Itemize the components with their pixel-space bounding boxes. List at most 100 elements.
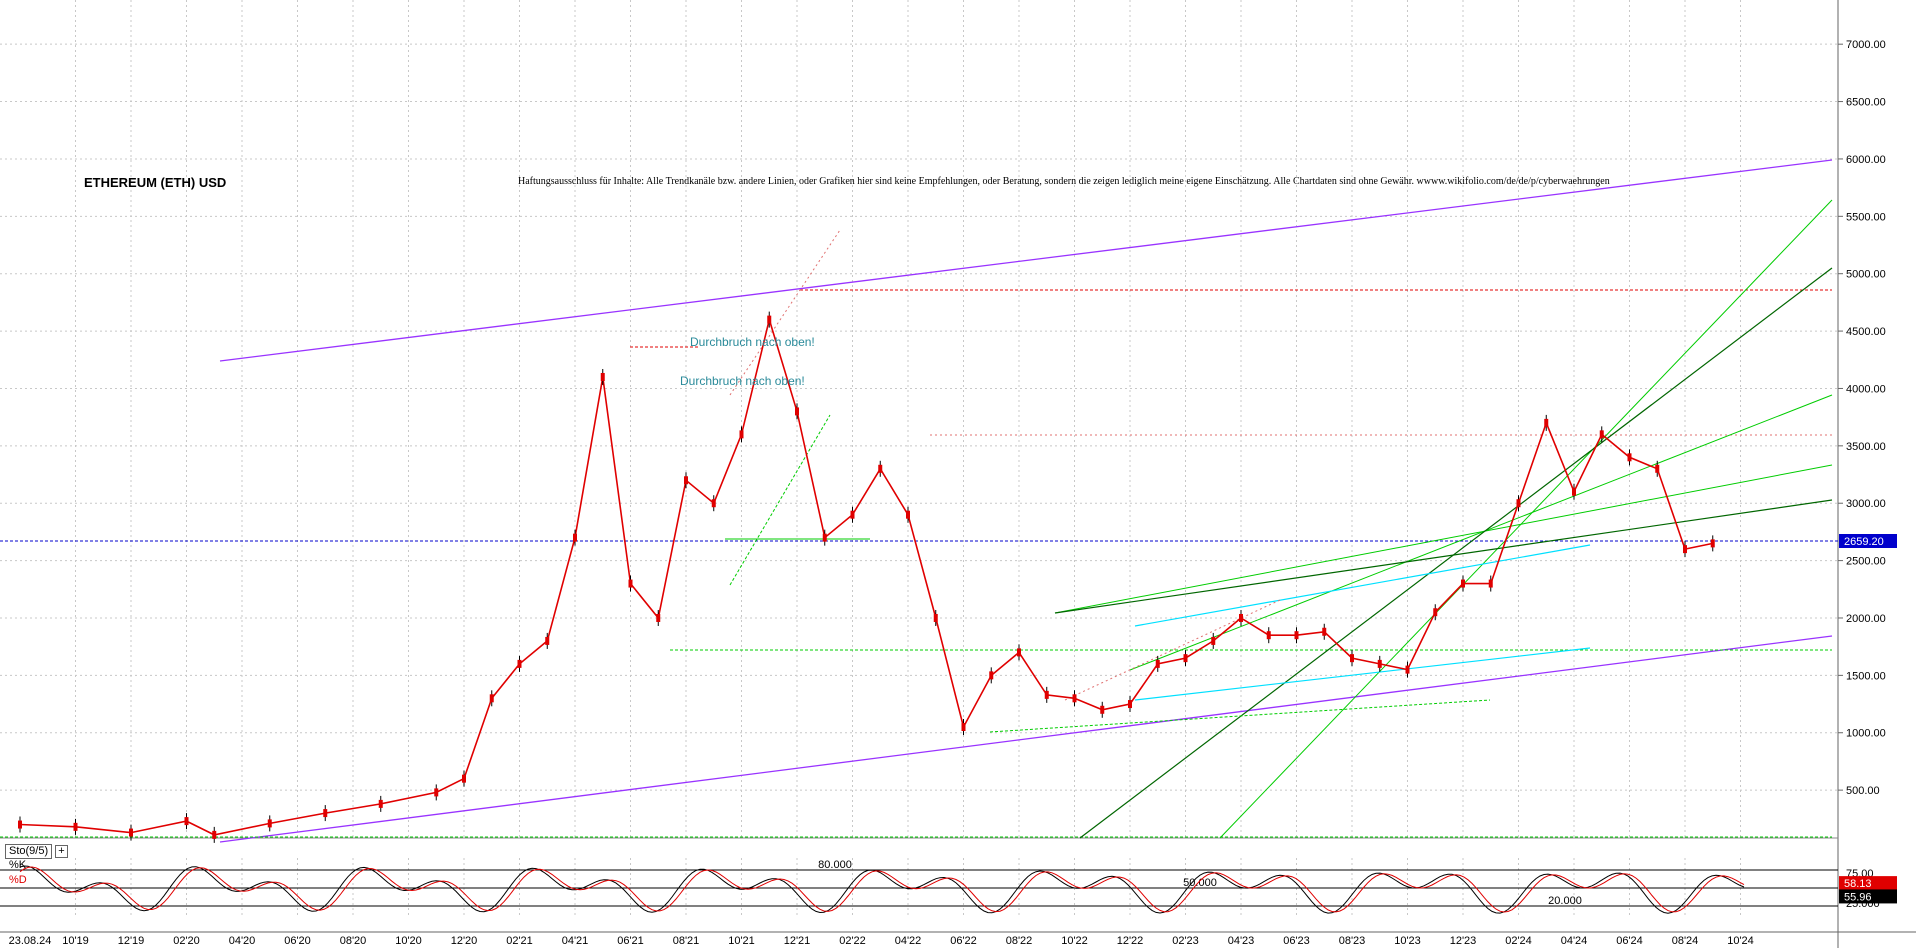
price-point — [1350, 654, 1354, 663]
current-price-tag-box — [1839, 534, 1897, 548]
stoch-d-value-box — [1839, 889, 1897, 904]
x-tick-label: 08'21 — [673, 935, 700, 947]
price-point — [1322, 627, 1327, 636]
price-point — [323, 809, 328, 818]
price-point — [656, 613, 661, 622]
x-tick-label: 02'22 — [839, 935, 866, 947]
price-point — [933, 613, 938, 622]
stoch-k-value-box — [1839, 876, 1897, 891]
price-point — [1239, 613, 1243, 622]
green-dashed-low — [989, 699, 1491, 733]
x-tick-label: 04'21 — [562, 935, 589, 947]
price-point — [684, 476, 688, 485]
price-point — [1599, 430, 1604, 439]
stoch-level-label: 50.000 — [1183, 877, 1217, 889]
x-tick-label: 02'20 — [173, 935, 200, 947]
price-point — [1433, 608, 1438, 617]
y-tick-label: 4000.00 — [1846, 383, 1886, 395]
x-tick-label: 04'24 — [1561, 935, 1588, 947]
x-tick-label: 04'23 — [1228, 935, 1255, 947]
x-tick-label: 06'20 — [284, 935, 311, 947]
price-point — [989, 671, 994, 680]
price-point — [267, 819, 272, 828]
x-tick-label: 10'20 — [395, 935, 422, 947]
x-tick-label: 12'21 — [784, 935, 811, 947]
stoch-k-value-label: 58.13 — [1844, 878, 1872, 890]
y-tick-label: 4500.00 — [1846, 326, 1886, 338]
price-series — [18, 311, 1715, 843]
dotted-red-trend — [729, 229, 841, 396]
cyan-trend-1 — [1134, 544, 1591, 627]
price-point — [850, 510, 855, 519]
stoch-k-label: %K — [9, 859, 27, 871]
disclaimer-text: Haftungsausschluss für Inhalte: Alle Tre… — [518, 176, 1610, 187]
price-point — [378, 799, 383, 808]
y-tick-label: 1000.00 — [1846, 728, 1886, 740]
add-indicator-button[interactable]: + — [55, 845, 68, 858]
price-point — [767, 315, 772, 324]
y-tick-label: 1500.00 — [1846, 670, 1886, 682]
stoch-d-line — [19, 866, 1745, 913]
trend-lines — [0, 159, 1838, 843]
chart-title: ETHEREUM (ETH) USD — [84, 175, 227, 190]
price-point — [1100, 705, 1105, 714]
dark-green-trend-2 — [1054, 499, 1833, 614]
x-tick-label: 10'19 — [62, 935, 89, 947]
x-tick-label: 08'23 — [1339, 935, 1366, 947]
x-tick-label: 08'20 — [340, 935, 367, 947]
price-point — [1405, 665, 1410, 674]
price-point — [1211, 636, 1216, 645]
x-tick-label: 02'23 — [1172, 935, 1199, 947]
price-point — [184, 817, 189, 826]
x-tick-label: 12'19 — [118, 935, 145, 947]
stoch-d-label: %D — [9, 874, 27, 886]
y-tick-label: 6000.00 — [1846, 154, 1886, 166]
y-tick-label: 500.00 — [1846, 785, 1880, 797]
oscillator-name[interactable]: Sto(9/5) — [5, 844, 53, 859]
y-tick-label: 2000.00 — [1846, 613, 1886, 625]
y-tick-label: 3000.00 — [1846, 498, 1886, 510]
annotation-breakout-2: Durchbruch nach oben! — [680, 374, 805, 388]
x-tick-label: 23.08.24 — [9, 935, 52, 947]
x-tick-label: 10'22 — [1061, 935, 1088, 947]
x-tick-label: 04'22 — [895, 935, 922, 947]
x-tick-label: 10'21 — [728, 935, 755, 947]
price-point — [129, 828, 133, 837]
stoch-level-label: 20.000 — [1548, 895, 1582, 907]
x-tick-label: 06'24 — [1616, 935, 1643, 947]
stoch-k-line — [19, 865, 1745, 914]
price-point — [73, 822, 78, 831]
price-point — [434, 788, 439, 797]
x-tick-label: 06'22 — [950, 935, 977, 947]
y-tick-label: 3500.00 — [1846, 441, 1886, 453]
x-tick-label: 06'23 — [1283, 935, 1310, 947]
y-tick-label: 6500.00 — [1846, 97, 1886, 109]
price-point — [1461, 579, 1465, 588]
x-tick-label: 02'21 — [506, 935, 533, 947]
x-tick-label: 10'23 — [1394, 935, 1421, 947]
x-tick-label: 10'24 — [1727, 935, 1754, 947]
lower-channel-line — [219, 635, 1833, 843]
dark-green-trend-1 — [1079, 267, 1833, 839]
green-trend-2 — [1219, 199, 1833, 839]
price-point — [711, 499, 716, 508]
price-point — [1266, 631, 1271, 640]
price-point — [18, 820, 22, 829]
x-axis-ticks: 23.08.24 10'19 12'19 02'20 04'20 06'20 08'20 10… — [0, 931, 1916, 947]
upper-channel-line — [219, 159, 1833, 362]
stoch-level-label: 80.000 — [818, 859, 852, 871]
price-point — [1183, 654, 1188, 663]
y-tick-label: 2500.00 — [1846, 556, 1886, 568]
price-point — [212, 830, 217, 839]
price-point — [1128, 700, 1132, 709]
price-point — [795, 407, 799, 416]
price-point — [1655, 464, 1660, 473]
price-point — [906, 510, 910, 519]
price-point — [961, 723, 966, 732]
